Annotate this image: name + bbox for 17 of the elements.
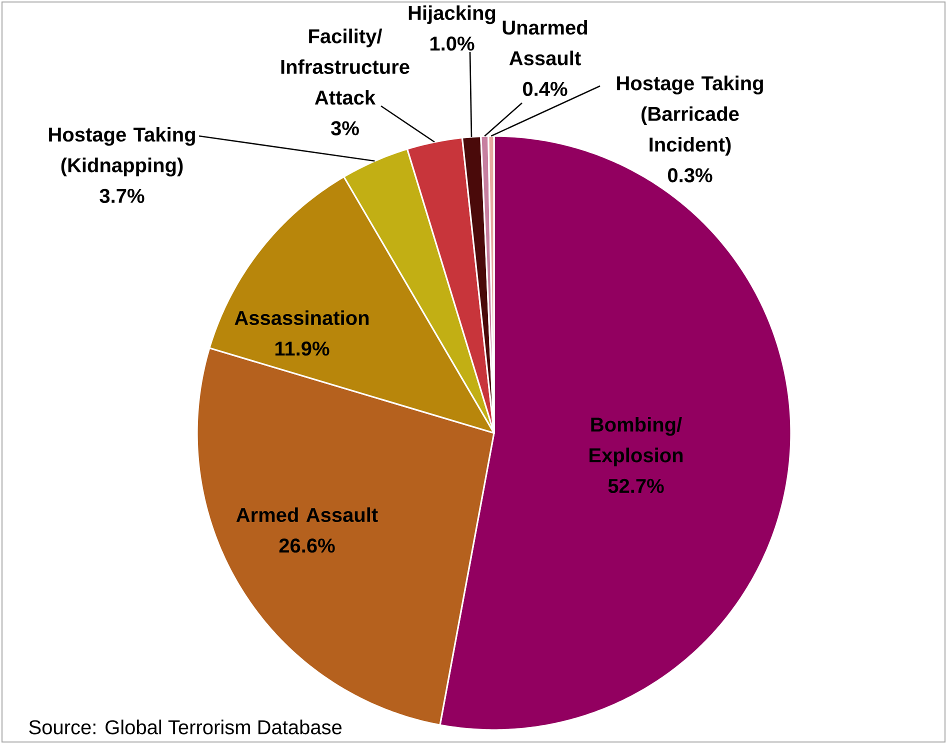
data-label: 0.3% [668, 168, 712, 182]
data-label: 11.9% [275, 342, 330, 356]
data-label: 3.7% [100, 188, 144, 204]
slice-label: Assassination [234, 310, 369, 326]
data-label: 3% [331, 121, 359, 136]
slice-label: Hostage Taking (Barricade Incident) [617, 76, 763, 156]
source-note: Source: Global Terrorism Database [29, 720, 342, 734]
data-label: 1.0% [430, 36, 474, 51]
slice-label: Unarmed Assault [502, 20, 588, 66]
slice-label: Hijacking [408, 5, 496, 24]
slice-label: Facility/ Infrastructure Attack [281, 28, 410, 105]
data-label: 0.4% [523, 82, 568, 96]
slice-label: Armed Assault [236, 507, 378, 522]
data-label: 52.7% [608, 478, 664, 494]
data-label: 26.6% [279, 538, 335, 553]
slice-label: Bombing/ Explosion [590, 417, 683, 466]
slice-label: Hostage Taking (Kidnapping) [49, 126, 195, 176]
